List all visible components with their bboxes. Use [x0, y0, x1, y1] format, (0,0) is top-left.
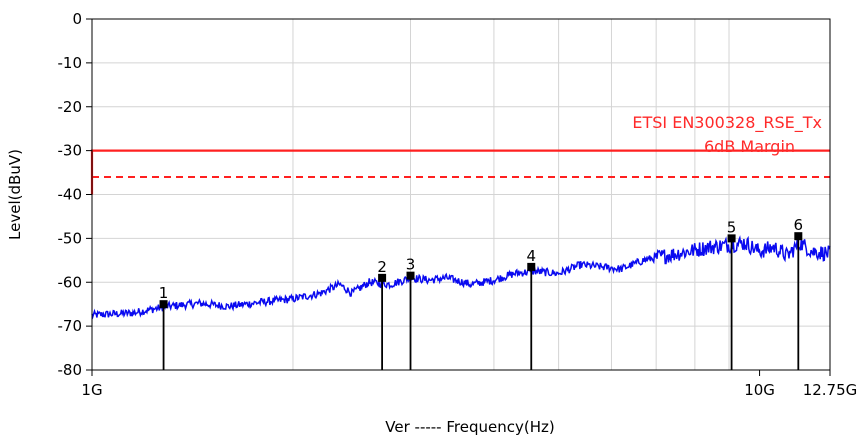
limit-label: ETSI EN300328_RSE_Tx — [632, 113, 822, 133]
y-tick-label: -60 — [58, 273, 83, 291]
x-tick-label: 10G — [744, 381, 775, 399]
grid — [92, 18, 830, 371]
x-tick-label: 1G — [81, 381, 102, 399]
marker-point — [378, 273, 387, 282]
marker-point — [406, 271, 415, 280]
y-axis-title: Level(dBuV) — [6, 149, 24, 240]
x-axis-title: Ver ----- Frequency(Hz) — [385, 418, 554, 436]
marker-label: 4 — [526, 247, 536, 265]
marker-point — [794, 232, 803, 241]
marker-label: 5 — [727, 218, 737, 236]
trace-line — [91, 235, 831, 320]
margin-label: 6dB Margin — [704, 137, 795, 156]
series-group — [91, 235, 831, 320]
marker-point — [159, 300, 168, 309]
y-tick-label: -40 — [58, 186, 83, 204]
axes: 0 -10 -20 -30 -40 -50 -60 -70 -80 1G 10G 12.75G — [58, 10, 858, 399]
labels: ETSI EN300328_RSE_Tx 6dB Margin Ver ----- … — [6, 113, 822, 436]
y-tick-label: 0 — [72, 10, 82, 28]
marker-group: 1 2 3 4 5 6 — [159, 216, 803, 370]
y-tick-label: -10 — [58, 54, 83, 72]
marker-label: 3 — [406, 256, 416, 274]
limit-lines — [90, 149, 830, 195]
marker-label: 1 — [159, 284, 169, 302]
y-tick-label: -80 — [58, 361, 83, 379]
y-tick-label: -20 — [58, 98, 83, 116]
y-tick-label: -50 — [58, 229, 83, 247]
limit-line-solid — [90, 149, 830, 195]
marker-point — [527, 262, 536, 271]
marker-point — [727, 234, 736, 243]
x-tick-label: 12.75G — [803, 381, 858, 399]
y-tick-label: -70 — [58, 317, 83, 335]
y-tick-label: -30 — [58, 142, 83, 160]
marker-label: 2 — [377, 258, 387, 276]
marker-label: 6 — [794, 216, 804, 234]
